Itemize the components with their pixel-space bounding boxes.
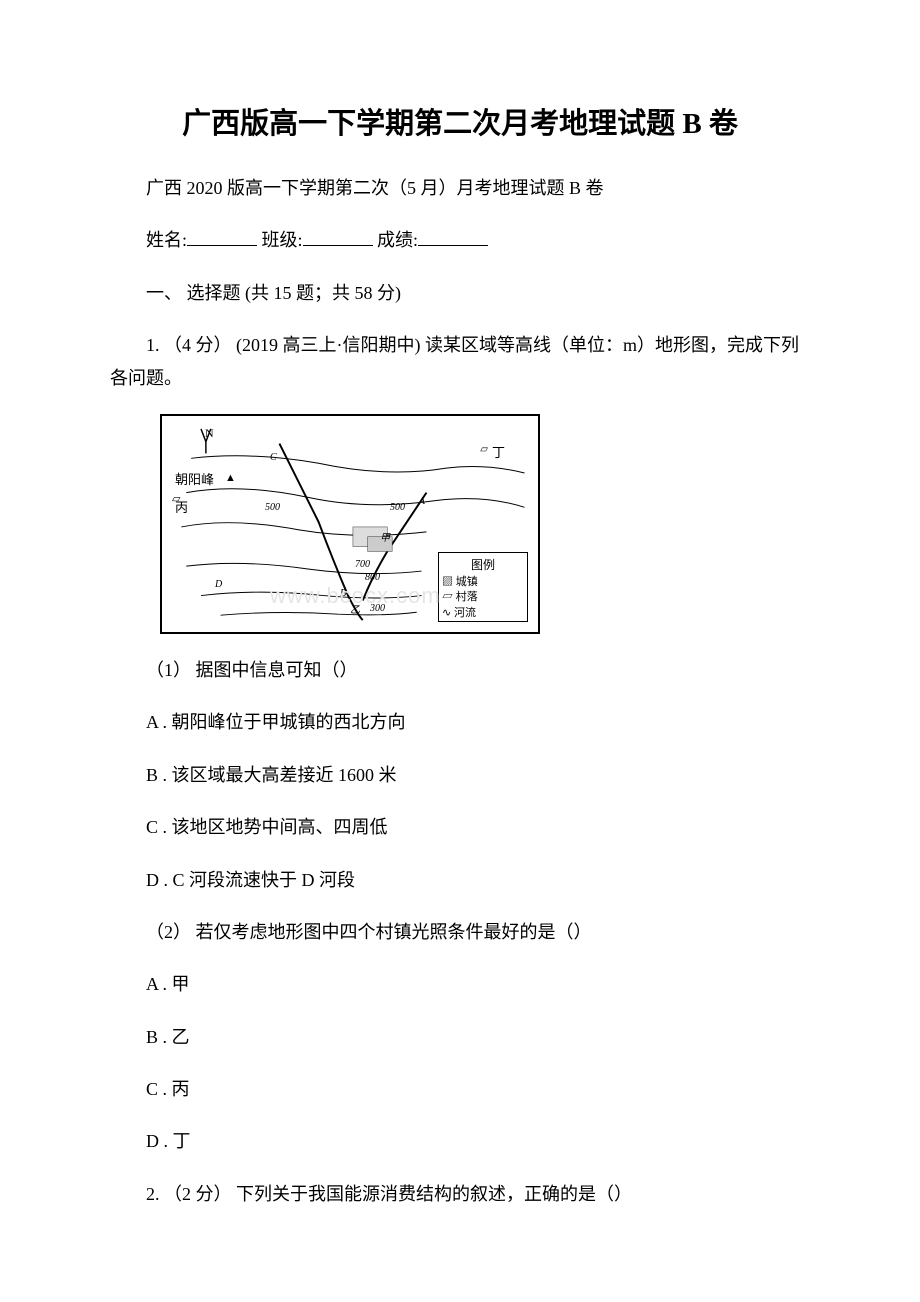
legend-river: ∿ 河流 [442, 606, 524, 621]
q1-sub1-option-d: D . C 河段流速快于 D 河段 [110, 864, 810, 896]
watermark: www.bcocx.com [270, 583, 441, 609]
bing-label: 丙 [175, 497, 188, 516]
peak-label: 朝阳峰 [175, 469, 214, 488]
q2-number: 2. [146, 1184, 160, 1204]
option-text: . 该区域最大高差接近 1600 米 [163, 765, 397, 785]
contour-500b: 500 [390, 502, 405, 513]
option-text: . 甲 [163, 974, 190, 994]
label-c: C [270, 452, 277, 463]
section-detail: (共 15 题；共 58 分) [245, 283, 401, 303]
contour-map: N 朝阳峰 ▲ ▱ 丙 ▱ 丁 C 500 500 A 甲 700 800 D … [160, 414, 540, 634]
map-legend: 图例 ▨ 城镇 ▱ 村落 ∿ 河流 [438, 552, 528, 622]
class-blank [303, 228, 373, 246]
contour-500a: 500 [265, 502, 280, 513]
option-label: B [146, 1027, 158, 1047]
option-label: A [146, 712, 158, 732]
q1-sub2-text: 若仅考虑地形图中四个村镇光照条件最好的是（） [196, 922, 592, 942]
label-a: A [419, 496, 425, 507]
q1-number: 1. [146, 335, 160, 355]
page-title: 广西版高一下学期第二次月考地理试题 B 卷 [110, 100, 810, 142]
option-text: . 该地区地势中间高、四周低 [163, 817, 388, 837]
option-text: . 丙 [163, 1079, 190, 1099]
legend-town: ▨ 城镇 [442, 575, 524, 590]
option-label: A [146, 974, 158, 994]
score-blank [418, 228, 488, 246]
q2-points: （2 分） [164, 1184, 232, 1204]
option-label: C [146, 1079, 158, 1099]
section-number: 一、 [146, 283, 182, 303]
q1-sub2-number: （2） [146, 922, 191, 942]
section-title: 选择题 [187, 283, 241, 303]
option-label: D [146, 1131, 159, 1151]
question-2-stem: 2. （2 分） 下列关于我国能源消费结构的叙述，正确的是（） [110, 1178, 810, 1210]
q1-sub1-option-c: C . 该地区地势中间高、四周低 [110, 811, 810, 843]
peak-symbol-icon: ▲ [225, 472, 236, 484]
q1-sub1-option-b: B . 该区域最大高差接近 1600 米 [110, 759, 810, 791]
q1-source: (2019 高三上·信阳期中) [236, 335, 420, 355]
q1-sub1-text: 据图中信息可知（） [196, 660, 358, 680]
q1-sub2-stem: （2） 若仅考虑地形图中四个村镇光照条件最好的是（） [110, 916, 810, 948]
class-label: 班级: [262, 230, 303, 250]
option-text: . 乙 [163, 1027, 190, 1047]
option-label: C [146, 817, 158, 837]
option-label: B [146, 765, 158, 785]
section-header: 一、 选择题 (共 15 题；共 58 分) [110, 277, 810, 309]
contour-800: 800 [365, 572, 380, 583]
name-blank [187, 228, 257, 246]
q1-sub1-number: （1） [146, 660, 191, 680]
label-d: D [215, 579, 222, 590]
score-label: 成绩: [377, 230, 418, 250]
jia-label: 甲 [380, 529, 390, 544]
question-1-stem: 1. （4 分） (2019 高三上·信阳期中) 读某区域等高线（单位：m）地形… [110, 329, 810, 394]
q1-sub2-option-b: B . 乙 [110, 1021, 810, 1053]
q1-sub1-option-a: A . 朝阳峰位于甲城镇的西北方向 [110, 706, 810, 738]
q1-points: （4 分） [164, 335, 232, 355]
q1-sub2-option-a: A . 甲 [110, 968, 810, 1000]
subtitle: 广西 2020 版高一下学期第二次（5 月）月考地理试题 B 卷 [110, 172, 810, 204]
option-label: D [146, 870, 159, 890]
q2-text: 下列关于我国能源消费结构的叙述，正确的是（） [236, 1184, 632, 1204]
q1-sub1-stem: （1） 据图中信息可知（） [110, 654, 810, 686]
map-figure: N 朝阳峰 ▲ ▱ 丙 ▱ 丁 C 500 500 A 甲 700 800 D … [160, 414, 810, 634]
q1-sub2-option-c: C . 丙 [110, 1073, 810, 1105]
north-indicator: N [205, 426, 214, 441]
legend-village: ▱ 村落 [442, 590, 524, 605]
option-text: . C 河段流速快于 D 河段 [164, 870, 356, 890]
option-text: . 朝阳峰位于甲城镇的西北方向 [163, 712, 406, 732]
legend-title: 图例 [442, 556, 524, 573]
ding-village-icon: ▱ [480, 444, 488, 455]
ding-label: 丁 [492, 442, 505, 461]
contour-700: 700 [355, 559, 370, 570]
option-text: . 丁 [164, 1131, 191, 1151]
q1-sub2-option-d: D . 丁 [110, 1125, 810, 1157]
name-label: 姓名: [146, 230, 187, 250]
student-info-line: 姓名: 班级: 成绩: [110, 224, 810, 256]
